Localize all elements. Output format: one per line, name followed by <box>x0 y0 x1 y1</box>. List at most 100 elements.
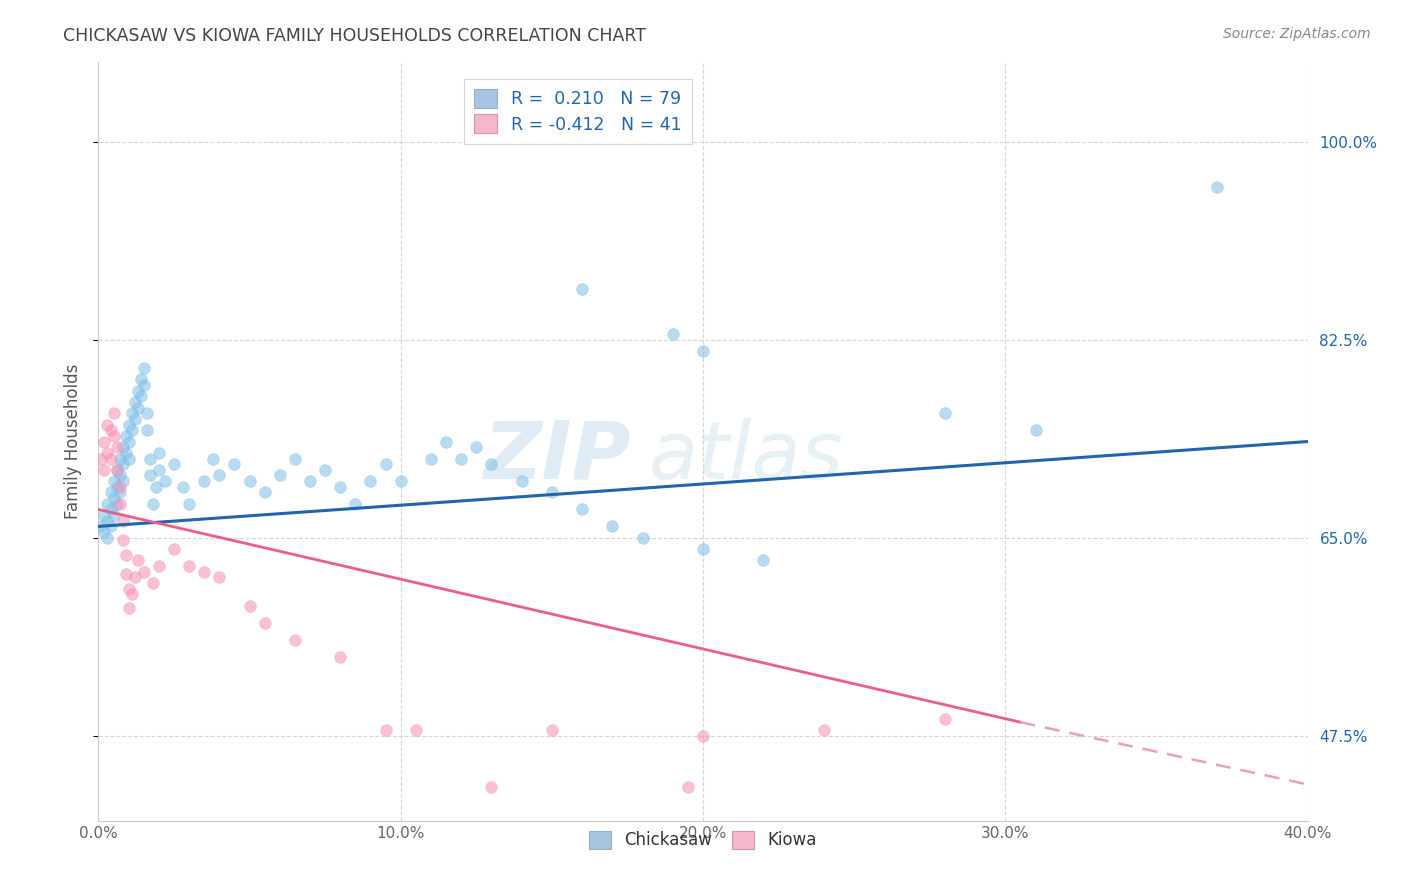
Point <box>129 389 152 403</box>
Point <box>314 463 336 477</box>
Point <box>108 468 131 483</box>
Point <box>344 497 367 511</box>
Point <box>284 451 307 466</box>
Point <box>96 497 118 511</box>
Point <box>163 542 186 557</box>
Point <box>269 468 291 483</box>
Point <box>813 723 835 738</box>
Point <box>105 497 128 511</box>
Point <box>676 780 699 794</box>
Point <box>105 463 128 477</box>
Point <box>142 576 165 591</box>
Point <box>360 474 382 488</box>
Point <box>127 553 149 567</box>
Point <box>96 417 118 432</box>
Point <box>179 559 201 574</box>
Point <box>90 519 112 533</box>
Point <box>135 423 157 437</box>
Point <box>1024 423 1046 437</box>
Point <box>118 417 141 432</box>
Point <box>148 463 170 477</box>
Point <box>93 434 115 449</box>
Legend: Chickasaw, Kiowa: Chickasaw, Kiowa <box>581 822 825 858</box>
Text: Source: ZipAtlas.com: Source: ZipAtlas.com <box>1223 27 1371 41</box>
Point <box>132 378 155 392</box>
Point <box>135 406 157 420</box>
Point <box>329 649 352 664</box>
Text: ZIP: ZIP <box>484 417 630 496</box>
Point <box>299 474 322 488</box>
Point <box>253 615 276 630</box>
Point <box>142 497 165 511</box>
Point <box>224 457 246 471</box>
Point <box>96 514 118 528</box>
Point <box>108 451 131 466</box>
Point <box>132 565 155 579</box>
Point <box>114 429 136 443</box>
Point <box>121 423 143 437</box>
Point <box>148 559 170 574</box>
Point <box>118 451 141 466</box>
Point <box>602 519 624 533</box>
Point <box>111 514 134 528</box>
Point <box>374 723 396 738</box>
Point <box>90 451 112 466</box>
Point <box>571 502 593 516</box>
Point <box>661 326 683 341</box>
Point <box>752 553 775 567</box>
Point <box>145 480 167 494</box>
Point <box>481 457 503 471</box>
Point <box>124 412 146 426</box>
Point <box>540 485 562 500</box>
Point <box>105 440 128 454</box>
Point <box>132 361 155 376</box>
Point <box>96 446 118 460</box>
Point <box>139 468 162 483</box>
Point <box>934 712 956 726</box>
Point <box>124 570 146 584</box>
Point <box>111 474 134 488</box>
Text: CHICKASAW VS KIOWA FAMILY HOUSEHOLDS CORRELATION CHART: CHICKASAW VS KIOWA FAMILY HOUSEHOLDS COR… <box>63 27 647 45</box>
Point <box>93 524 115 539</box>
Point <box>692 729 714 743</box>
Point <box>148 446 170 460</box>
Point <box>172 480 194 494</box>
Point <box>329 480 352 494</box>
Point <box>114 566 136 581</box>
Point <box>571 282 593 296</box>
Point <box>540 723 562 738</box>
Point <box>114 446 136 460</box>
Point <box>239 474 262 488</box>
Point <box>389 474 412 488</box>
Point <box>692 542 714 557</box>
Point <box>208 570 231 584</box>
Point <box>481 780 503 794</box>
Point <box>100 423 122 437</box>
Point <box>374 457 396 471</box>
Point <box>179 497 201 511</box>
Point <box>105 463 128 477</box>
Point <box>93 463 115 477</box>
Point <box>420 451 443 466</box>
Point <box>118 434 141 449</box>
Point <box>114 548 136 562</box>
Point <box>163 457 186 471</box>
Point <box>434 434 457 449</box>
Point <box>100 502 122 516</box>
Point <box>108 497 131 511</box>
Point <box>934 406 956 420</box>
Point <box>96 531 118 545</box>
Point <box>127 384 149 398</box>
Point <box>193 565 215 579</box>
Point <box>253 485 276 500</box>
Point <box>100 451 122 466</box>
Point <box>93 508 115 522</box>
Point <box>111 457 134 471</box>
Point <box>100 485 122 500</box>
Point <box>193 474 215 488</box>
Point <box>1206 180 1229 194</box>
Point <box>111 440 134 454</box>
Point <box>465 440 488 454</box>
Point <box>103 508 125 522</box>
Point <box>405 723 427 738</box>
